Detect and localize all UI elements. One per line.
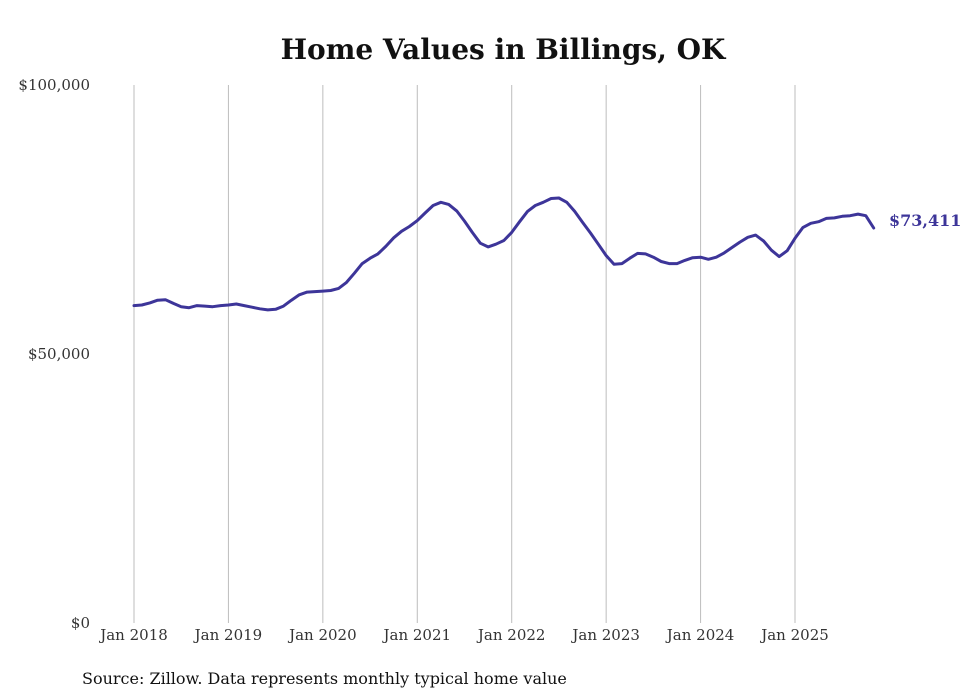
y-tick-label-1: $50,000 xyxy=(28,345,90,363)
x-axis-ticks: Jan 2018 Jan 2019 Jan 2020 Jan 2021 Jan 2022… xyxy=(98,626,829,644)
y-tick-label-2: $100,000 xyxy=(18,76,90,94)
home-value-line xyxy=(132,196,876,312)
x-tick-label-2: Jan 2020 xyxy=(287,626,357,644)
y-tick-label-0: $0 xyxy=(71,614,90,632)
y-axis-ticks: $0 $50,000 $100,000 xyxy=(18,76,90,632)
x-gridlines xyxy=(133,85,796,623)
x-tick-label-0: Jan 2018 xyxy=(98,626,168,644)
x-tick-label-5: Jan 2023 xyxy=(570,626,640,644)
x-tick-label-1: Jan 2019 xyxy=(193,626,263,644)
chart-title: Home Values in Billings, OK xyxy=(281,33,727,66)
source-note: Source: Zillow. Data represents monthly … xyxy=(82,669,567,688)
x-tick-label-7: Jan 2025 xyxy=(759,626,829,644)
x-tick-label-4: Jan 2022 xyxy=(476,626,546,644)
x-tick-label-3: Jan 2021 xyxy=(382,626,452,644)
latest-value-label: $73,411 xyxy=(889,211,961,230)
x-tick-label-6: Jan 2024 xyxy=(665,626,735,644)
